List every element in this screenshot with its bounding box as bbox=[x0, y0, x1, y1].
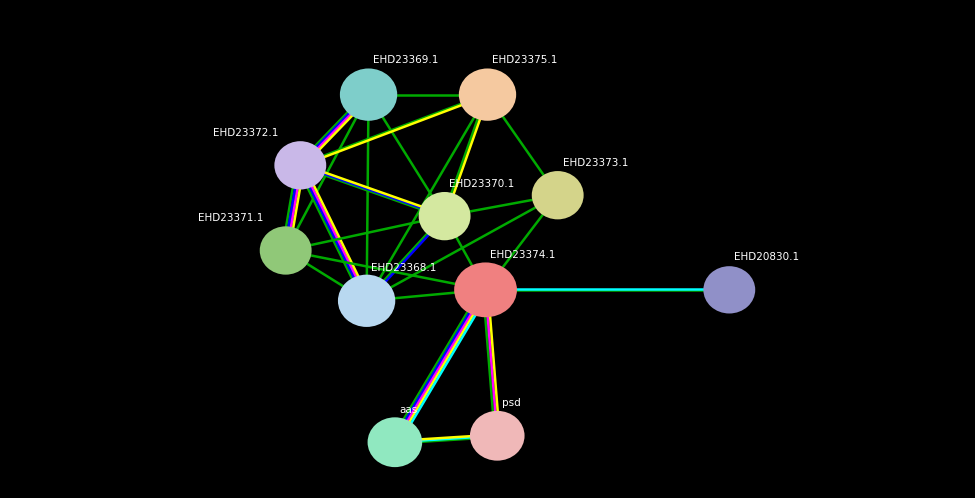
Ellipse shape bbox=[274, 141, 327, 190]
Ellipse shape bbox=[531, 171, 584, 219]
Ellipse shape bbox=[338, 274, 395, 327]
Text: EHD23371.1: EHD23371.1 bbox=[198, 213, 263, 223]
Text: EHD23368.1: EHD23368.1 bbox=[371, 263, 437, 273]
Ellipse shape bbox=[340, 68, 397, 121]
Text: EHD23374.1: EHD23374.1 bbox=[490, 250, 556, 260]
Ellipse shape bbox=[459, 68, 516, 121]
Text: EHD23373.1: EHD23373.1 bbox=[563, 158, 628, 168]
Ellipse shape bbox=[703, 266, 756, 314]
Text: EHD20830.1: EHD20830.1 bbox=[734, 252, 799, 262]
Text: EHD23369.1: EHD23369.1 bbox=[373, 55, 439, 65]
Ellipse shape bbox=[454, 262, 517, 317]
Text: aas: aas bbox=[400, 405, 418, 415]
Ellipse shape bbox=[418, 192, 471, 241]
Ellipse shape bbox=[368, 417, 422, 467]
Text: EHD23370.1: EHD23370.1 bbox=[449, 179, 515, 189]
Ellipse shape bbox=[259, 226, 312, 275]
Text: EHD23375.1: EHD23375.1 bbox=[492, 55, 558, 65]
Ellipse shape bbox=[470, 411, 525, 461]
Text: psd: psd bbox=[502, 398, 521, 408]
Text: EHD23372.1: EHD23372.1 bbox=[213, 128, 278, 138]
